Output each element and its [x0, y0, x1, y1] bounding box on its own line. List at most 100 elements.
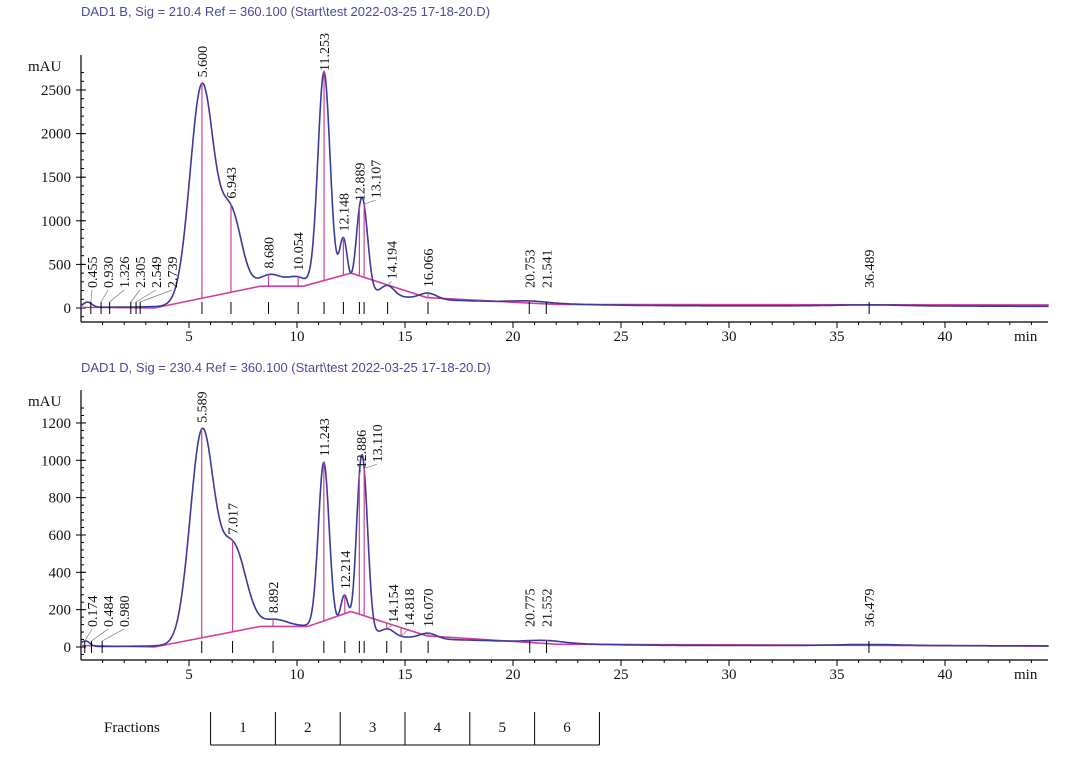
y-tick-label: 1000	[41, 214, 71, 230]
y-tick-label: 1000	[41, 453, 71, 469]
peak-label: 14.194	[385, 241, 400, 280]
integration-baseline	[154, 610, 1049, 648]
x-tick-label: 25	[614, 667, 629, 683]
peak-label: 10.054	[292, 232, 307, 271]
y-tick-label: 600	[49, 528, 72, 544]
peak-label: 0.455	[86, 257, 101, 289]
peak-label: 20.753	[523, 250, 538, 289]
peak-label: 12.886	[355, 430, 370, 469]
peak-label: 12.214	[339, 551, 354, 590]
peak-label: 12.889	[353, 162, 368, 201]
integration-baseline	[154, 272, 1049, 309]
peak-label-leader	[386, 624, 394, 630]
peak-label: 13.110	[371, 424, 386, 462]
peak-label-leader	[364, 464, 377, 469]
peak-label: 11.253	[318, 33, 333, 71]
peak-label: 8.680	[262, 237, 277, 269]
fraction-4: 4	[434, 720, 442, 736]
peak-label: 5.589	[196, 391, 211, 423]
chart-title: DAD1 B, Sig = 210.4 Ref = 360.100 (Start…	[81, 4, 490, 19]
y-tick-label: 800	[49, 491, 72, 507]
y-tick-label: 400	[49, 565, 72, 581]
y-tick-label: 2500	[41, 83, 71, 99]
peak-label: 36.479	[863, 589, 878, 628]
peak-label: 2.305	[134, 257, 149, 289]
fractions-row: Fractions 1 2 3 4 5 6	[104, 712, 600, 746]
fraction-5: 5	[498, 720, 506, 736]
peak-label: 8.892	[267, 582, 282, 614]
peak-label: 16.066	[422, 249, 437, 288]
peak-label: 14.154	[387, 584, 402, 623]
x-tick-label: 25	[614, 329, 629, 345]
peak-label: 21.552	[541, 589, 556, 628]
peak-label-leader	[400, 628, 410, 637]
fraction-1: 1	[239, 720, 247, 736]
y-tick-label: 500	[49, 257, 72, 273]
peak-label-leader	[387, 281, 392, 286]
x-tick-label: 30	[722, 329, 737, 345]
peak-label: 0.930	[102, 257, 117, 289]
x-tick-label: 10	[290, 329, 305, 345]
peak-label: 11.243	[318, 418, 333, 456]
x-tick-label: 40	[938, 329, 953, 345]
x-tick-label: 30	[722, 667, 737, 683]
x-tick-label: 10	[290, 667, 305, 683]
x-tick-label: 5	[185, 329, 193, 345]
x-tick-label: 35	[830, 329, 845, 345]
y-tick-label: 2000	[41, 127, 71, 143]
y-axis-label: mAU	[28, 59, 62, 75]
x-axis-label: min	[1014, 667, 1038, 683]
peak-label: 0.484	[102, 596, 117, 628]
peak-label-leader	[363, 199, 376, 205]
fraction-3: 3	[369, 720, 377, 736]
x-tick-label: 5	[185, 667, 193, 683]
peak-label-leader	[101, 628, 125, 642]
peak-label-leader	[135, 289, 157, 303]
x-tick-label: 35	[830, 667, 845, 683]
peak-label: 7.017	[227, 503, 242, 535]
peak-label: 12.148	[337, 193, 352, 232]
y-tick-label: 0	[64, 301, 72, 317]
peak-label-leader	[90, 289, 93, 303]
x-tick-label: 15	[398, 667, 413, 683]
x-tick-label: 20	[506, 667, 521, 683]
signal-trace	[80, 69, 1049, 309]
y-tick-label: 200	[49, 603, 72, 619]
y-tick-label: 1500	[41, 170, 71, 186]
x-tick-label: 40	[938, 667, 953, 683]
fractions-label: Fractions	[104, 720, 160, 736]
y-axis-label: mAU	[28, 394, 62, 410]
peak-label: 2.739	[166, 257, 181, 289]
peak-label: 14.818	[403, 589, 418, 628]
chart-panel-1: DAD1 B, Sig = 210.4 Ref = 360.100 (Start…	[28, 4, 1049, 345]
peak-label: 1.326	[118, 257, 133, 289]
x-axis-label: min	[1014, 329, 1038, 345]
peak-label: 2.549	[150, 257, 165, 289]
peak-label-leader	[91, 628, 109, 642]
peak-label: 5.600	[196, 46, 211, 78]
peak-label: 21.541	[540, 250, 555, 289]
peak-label-leader	[359, 470, 362, 475]
peak-label: 36.489	[863, 250, 878, 289]
peak-label: 16.070	[422, 589, 437, 628]
peak-label-leader	[100, 289, 109, 303]
peak-label-leader	[130, 289, 141, 303]
y-tick-label: 0	[64, 640, 72, 656]
y-tick-label: 1200	[41, 416, 71, 432]
peak-label: 0.174	[86, 596, 101, 628]
fraction-6: 6	[563, 720, 571, 736]
x-tick-label: 20	[506, 329, 521, 345]
peak-label-leader	[84, 628, 93, 642]
x-tick-label: 15	[398, 329, 413, 345]
fraction-2: 2	[304, 720, 312, 736]
peak-label: 6.943	[225, 167, 240, 199]
peak-label-leader	[140, 289, 173, 303]
peak-label-leader	[109, 289, 125, 303]
chart-panel-2: DAD1 D, Sig = 230.4 Ref = 360.100 (Start…	[28, 360, 1049, 683]
peak-label: 20.775	[524, 589, 539, 628]
peak-label: 0.980	[118, 596, 133, 628]
signal-trace	[80, 427, 1049, 648]
peak-label: 13.107	[369, 160, 384, 199]
chart-title: DAD1 D, Sig = 230.4 Ref = 360.100 (Start…	[81, 360, 491, 375]
